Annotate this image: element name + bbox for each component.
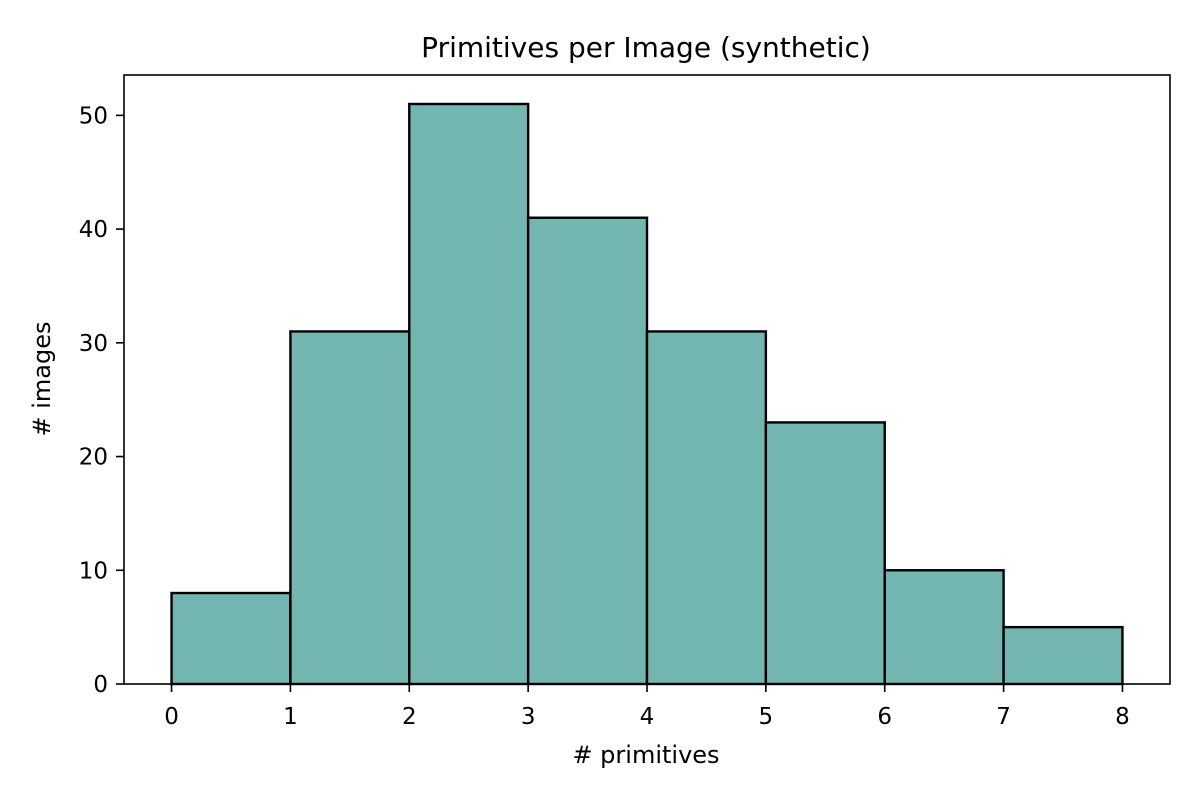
histogram-bar-6 — [883, 569, 1005, 686]
y-tick-label: 20 — [79, 445, 108, 471]
histogram-bar-5 — [764, 421, 886, 686]
x-tick-label: 1 — [283, 704, 298, 730]
x-tick-label: 8 — [1115, 704, 1130, 730]
histogram-bar-0 — [170, 591, 292, 686]
x-tick-label: 0 — [164, 704, 179, 730]
histogram-bar-4 — [645, 330, 768, 686]
y-tick-label: 10 — [79, 558, 108, 584]
y-axis-label: # images — [28, 322, 56, 437]
histogram-bar-1 — [289, 330, 411, 686]
x-tick-label: 2 — [402, 704, 417, 730]
histogram-bar-3 — [526, 216, 649, 686]
histogram-bar-7 — [1002, 625, 1124, 686]
y-axis: 0 10 20 30 40 50 — [79, 103, 124, 698]
y-tick-label: 50 — [79, 103, 108, 129]
x-axis: 0 1 2 3 4 5 6 7 8 — [164, 684, 1130, 730]
bars-group — [170, 102, 1124, 686]
y-tick-label: 40 — [79, 217, 108, 243]
y-tick-label: 0 — [93, 672, 108, 698]
x-tick-label: 4 — [640, 704, 655, 730]
histogram-bar-2 — [408, 102, 530, 686]
x-tick-label: 7 — [996, 704, 1011, 730]
chart-title: Primitives per Image (synthetic) — [421, 31, 871, 64]
x-tick-label: 3 — [521, 704, 536, 730]
y-tick-label: 30 — [79, 331, 108, 357]
x-tick-label: 6 — [877, 704, 892, 730]
x-axis-label: # primitives — [572, 741, 719, 769]
x-tick-label: 5 — [759, 704, 774, 730]
